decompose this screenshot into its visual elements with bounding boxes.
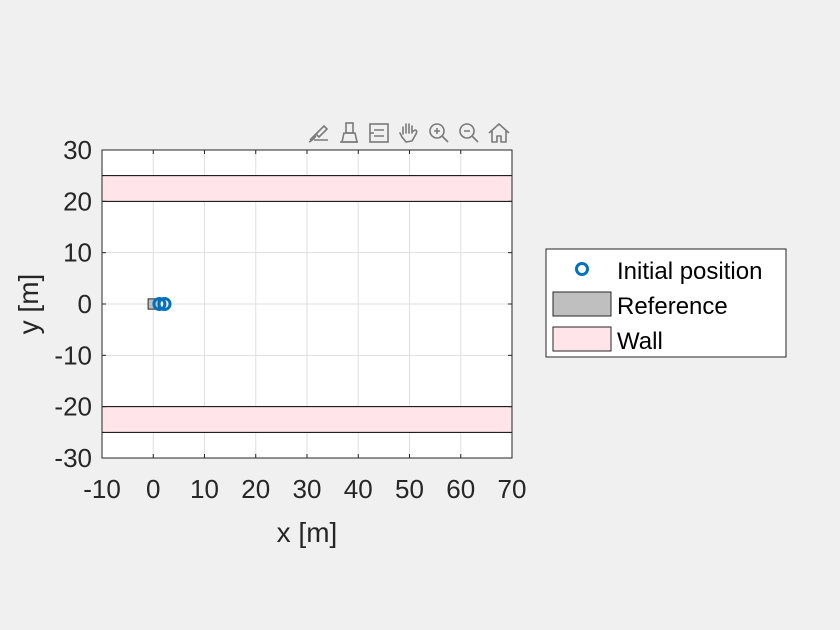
x-tick-label: 60 [446, 474, 475, 504]
x-tick-label: 0 [146, 474, 160, 504]
legend-marker-initial-position [575, 262, 589, 276]
data-tips-button[interactable] [334, 118, 364, 148]
zoom-out-icon [459, 123, 479, 143]
y-tick-label: 20 [63, 186, 92, 216]
wall-band [102, 175, 512, 202]
wall-band [102, 406, 512, 433]
brush-edit-button[interactable] [304, 118, 334, 148]
y-tick-label: -30 [54, 443, 92, 473]
y-tick-label: 30 [63, 135, 92, 165]
y-tick-label: -10 [54, 340, 92, 370]
walls [102, 175, 512, 433]
x-axis-label: x [m] [277, 517, 338, 548]
legend-label-initial-position: Initial position [617, 258, 762, 285]
initial-position-point [157, 297, 172, 311]
zoom-in-icon [429, 123, 449, 143]
legend[interactable]: Initial position Reference Wall [545, 248, 787, 358]
legend-label-reference: Reference [617, 293, 728, 320]
legend-patch-wall [552, 326, 612, 352]
home-icon [488, 123, 510, 143]
ticks [101, 149, 513, 459]
x-tick-label: 30 [293, 474, 322, 504]
zoom-out-button[interactable] [454, 118, 484, 148]
y-tick-label: 0 [78, 289, 92, 319]
x-tick-label: 20 [241, 474, 270, 504]
x-tick-label: 70 [498, 474, 527, 504]
x-tick-label: -10 [83, 474, 121, 504]
y-tick-labels: -30 -20 -10 0 10 20 30 [54, 135, 92, 473]
x-tick-label: 40 [344, 474, 373, 504]
x-tick-labels: -10 0 10 20 30 40 50 60 70 [83, 474, 526, 504]
zoom-in-button[interactable] [424, 118, 454, 148]
legend-label-wall: Wall [617, 328, 663, 355]
data-tips-icon [340, 122, 358, 143]
initial-position-series [152, 297, 172, 311]
x-tick-label: 50 [395, 474, 424, 504]
axes-toolbar [304, 118, 514, 148]
y-tick-label: 10 [63, 238, 92, 268]
legend-toggle-button[interactable] [364, 118, 394, 148]
legend-patch-reference [552, 291, 612, 317]
y-tick-label: -20 [54, 392, 92, 422]
legend-toggle-icon [369, 123, 389, 143]
brush-edit-icon [308, 124, 329, 143]
x-tick-label: 10 [190, 474, 219, 504]
home-button[interactable] [484, 118, 514, 148]
y-axis-label: y [m] [13, 274, 44, 335]
initial-position-point [152, 297, 167, 311]
pan-hand-icon [399, 123, 418, 143]
pan-button[interactable] [394, 118, 424, 148]
